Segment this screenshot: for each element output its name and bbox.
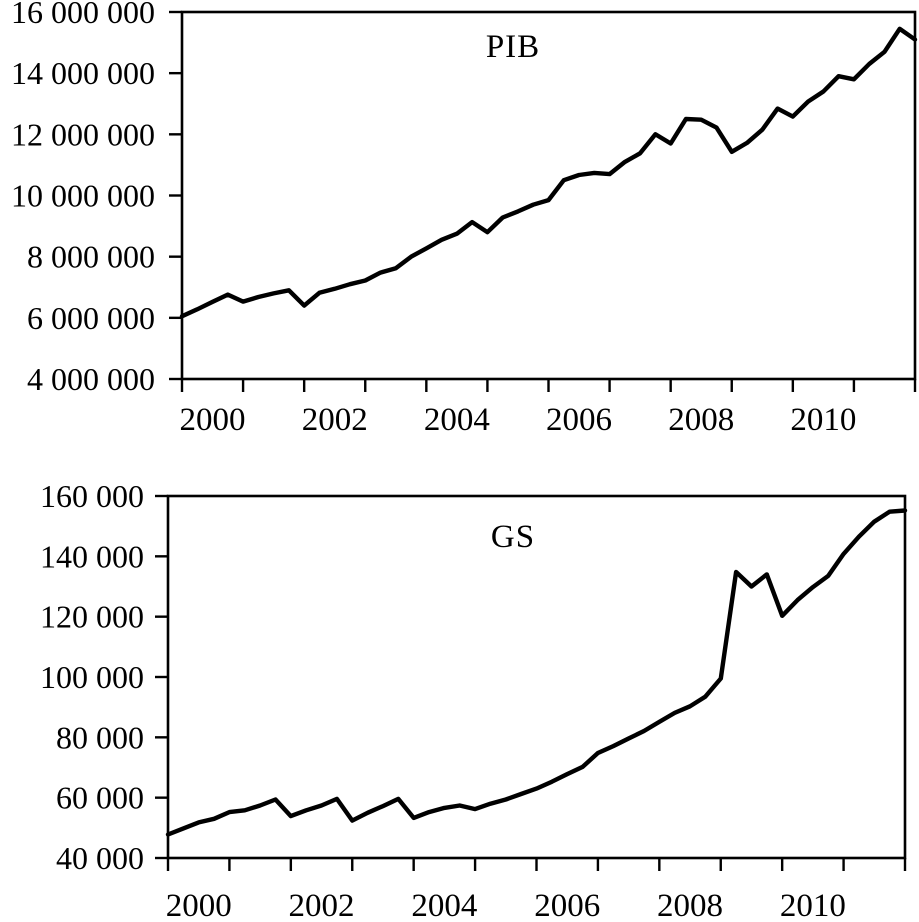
- y-axis-tick-label: 6 000 000: [27, 300, 155, 336]
- y-axis-tick-label: 60 000: [56, 780, 144, 816]
- y-axis-tick-label: 16 000 000: [11, 0, 155, 30]
- y-axis-tick-label: 120 000: [40, 599, 144, 635]
- y-axis-tick-label: 140 000: [40, 538, 144, 574]
- x-axis-tick-label: 2006: [546, 402, 612, 438]
- x-axis-tick-label: 2002: [302, 402, 368, 438]
- data-line-pib: [179, 26, 918, 319]
- x-axis-tick-label: 2008: [657, 888, 723, 922]
- y-axis-tick-label: 12 000 000: [11, 116, 155, 152]
- x-axis-tick-label: 2002: [289, 888, 355, 922]
- gs-chart-title: GS: [491, 519, 535, 555]
- y-axis-tick-label: 4 000 000: [27, 361, 155, 397]
- gs-chart: 40 000 60 000 80 000 100 000 120 000 140 000 1…: [40, 478, 908, 922]
- x-axis-tick-label: 2000: [166, 888, 232, 922]
- y-axis-tick-label: 40 000: [56, 840, 144, 876]
- y-axis-tick-label: 8 000 000: [27, 239, 155, 275]
- x-axis-tick-label: 2004: [424, 402, 490, 438]
- data-line-gs: [165, 508, 908, 837]
- y-axis-tick-label: 100 000: [40, 659, 144, 695]
- plot-frame: [180, 10, 917, 381]
- x-axis-tick-label: 2000: [180, 402, 246, 438]
- x-axis-tick-label: 2010: [790, 402, 856, 438]
- pib-chart-title: PIB: [486, 29, 540, 65]
- x-axis-tick-label: 2008: [668, 402, 734, 438]
- x-axis-tick-label: 2010: [780, 888, 846, 922]
- x-axis-tick-label: 2004: [411, 888, 477, 922]
- y-axis-tick-label: 160 000: [40, 478, 144, 514]
- y-axis-tick-label: 80 000: [56, 719, 144, 755]
- y-axis-tick-label: 14 000 000: [11, 55, 155, 91]
- pib-chart: 4 000 000 6 000 000 8 000 000 10 000 000 12 …: [11, 0, 918, 438]
- x-axis-tick-label: 2006: [534, 888, 600, 922]
- y-axis-tick-label: 10 000 000: [11, 178, 155, 214]
